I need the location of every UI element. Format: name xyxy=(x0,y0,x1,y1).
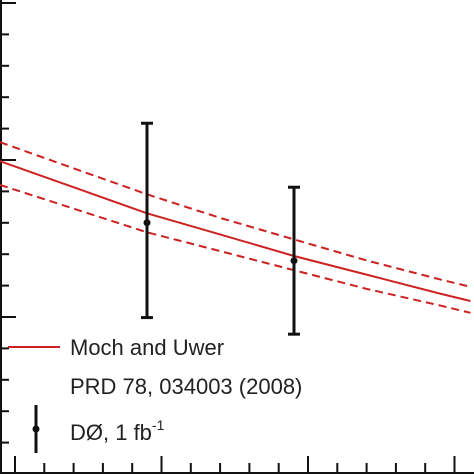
data-point xyxy=(143,219,151,227)
legend-line-label: Moch and Uwer xyxy=(70,335,224,360)
legend-point-marker xyxy=(32,425,40,433)
theory-curves xyxy=(0,141,471,314)
legend-data-text: DØ, 1 fb xyxy=(70,420,152,445)
legend-data-label: DØ, 1 fb-1 xyxy=(70,417,165,445)
uncertainty-band-line xyxy=(0,141,471,288)
legend-line-reference: PRD 78, 034003 (2008) xyxy=(70,374,302,399)
legend-data-superscript: -1 xyxy=(152,417,165,433)
data-point xyxy=(290,257,298,265)
legend: Moch and Uwer PRD 78, 034003 (2008) DØ, … xyxy=(8,335,302,453)
x-ticks xyxy=(14,456,456,473)
uncertainty-band-line xyxy=(0,183,471,314)
data-points xyxy=(141,121,300,336)
y-ticks xyxy=(1,2,16,474)
theory-central-line xyxy=(0,160,471,302)
